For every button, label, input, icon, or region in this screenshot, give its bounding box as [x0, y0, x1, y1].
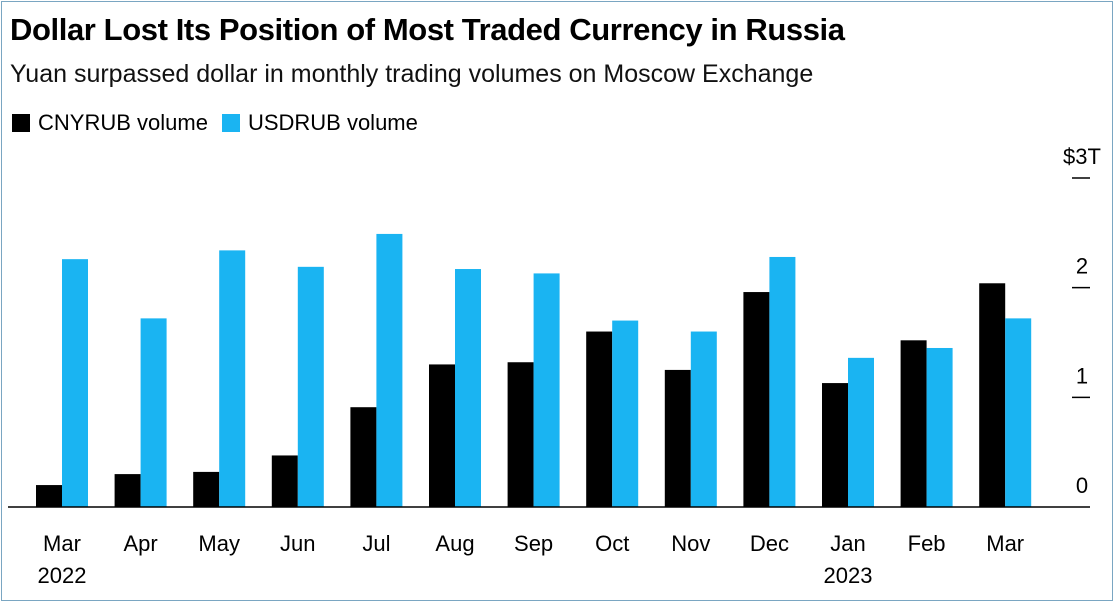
bar-cnyrub [507, 362, 534, 507]
y-tick-label: 0 [1076, 473, 1088, 498]
bar-cnyrub [350, 407, 377, 507]
x-tick-label: Oct [595, 531, 629, 556]
bar-cnyrub [664, 369, 691, 507]
x-tick-label: Mar [986, 531, 1024, 556]
bar-usdrub [533, 273, 560, 507]
bar-usdrub [140, 318, 167, 507]
x-tick-label: Nov [671, 531, 710, 556]
y-tick-label: $3T [1063, 144, 1101, 169]
x-tick-label: Mar [43, 531, 81, 556]
legend-swatch-usdrub [221, 114, 240, 132]
bar-cnyrub [193, 471, 220, 507]
bar-usdrub [455, 269, 481, 507]
x-tick-label: Jun [280, 531, 315, 556]
bar-usdrub [769, 256, 796, 507]
legend-item-usdrub: USDRUB volume [221, 110, 418, 136]
bar-cnyrub [822, 383, 848, 507]
legend-label-cnyrub: CNYRUB volume [38, 110, 208, 135]
bar-usdrub [297, 266, 324, 507]
bar-usdrub [376, 233, 403, 507]
bar-usdrub [1005, 318, 1032, 507]
bar-usdrub [612, 320, 639, 507]
bar-cnyrub [271, 455, 298, 507]
legend-item-cnyrub: CNYRUB volume [12, 110, 208, 136]
bar-cnyrub [586, 331, 613, 507]
chart-subtitle: Yuan surpassed dollar in monthly trading… [10, 60, 814, 88]
bar-cnyrub [114, 474, 141, 507]
legend-label-usdrub: USDRUB volume [247, 110, 418, 135]
x-tick-label: Jul [362, 531, 390, 556]
bar-usdrub [926, 347, 953, 507]
bar-cnyrub [900, 340, 927, 507]
bar-cnyrub [36, 485, 62, 507]
x-tick-label: Dec [750, 531, 789, 556]
x-tick-label: Jan [830, 531, 865, 556]
bar-cnyrub [979, 283, 1006, 507]
bar-usdrub [690, 331, 717, 507]
x-year-label: 2022 [38, 563, 87, 588]
bar-cnyrub [429, 364, 455, 507]
bar-usdrub [219, 250, 246, 507]
y-tick-label: 2 [1076, 254, 1088, 279]
x-tick-label: Apr [123, 531, 157, 556]
chart-title: Dollar Lost Its Position of Most Traded … [10, 12, 845, 47]
x-year-label: 2023 [824, 563, 873, 588]
y-tick-label: 1 [1076, 363, 1088, 388]
bar-usdrub [848, 357, 874, 507]
bar-cnyrub [743, 292, 770, 507]
chart-legend: CNYRUB volume USDRUB volume [12, 110, 432, 136]
legend-swatch-cnyrub [12, 114, 30, 132]
x-tick-label: Feb [908, 531, 946, 556]
x-tick-label: Sep [514, 531, 553, 556]
x-tick-label: Aug [435, 531, 474, 556]
bar-usdrub [62, 259, 88, 507]
x-tick-label: May [198, 531, 240, 556]
